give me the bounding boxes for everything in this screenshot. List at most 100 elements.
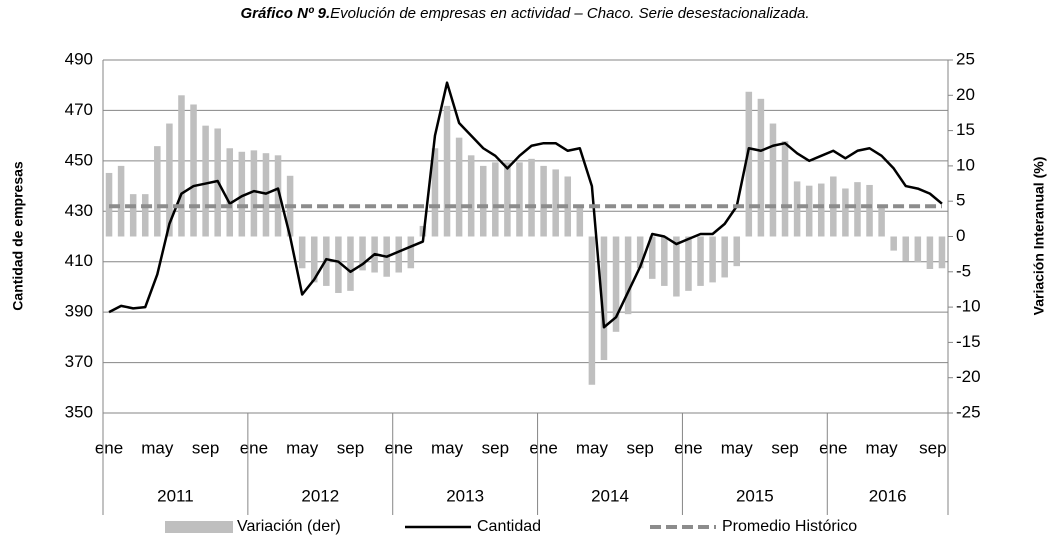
x-tick-label: sep	[919, 438, 946, 457]
bar	[528, 158, 535, 237]
y2-tick-label: -20	[956, 367, 981, 386]
title-prefix: Gráfico Nº 9.	[240, 5, 330, 22]
bar	[479, 165, 487, 237]
y-tick-label: 350	[65, 402, 93, 421]
x-tick-label: ene	[529, 438, 557, 457]
x-tick-label: may	[431, 438, 464, 457]
legend-swatch	[165, 521, 233, 533]
y-axis-label: Cantidad de empresas	[10, 161, 26, 311]
bar	[817, 183, 825, 237]
bar	[310, 236, 318, 283]
year-label: 2012	[301, 486, 339, 505]
bar	[890, 236, 897, 251]
y2-tick-label: -25	[956, 402, 981, 421]
x-tick-label: sep	[337, 438, 364, 457]
year-label: 2013	[446, 486, 484, 505]
bar	[673, 236, 680, 297]
title-text: Evolución de empresas en actividad – Cha…	[330, 5, 809, 22]
legend-label: Variación (der)	[237, 518, 341, 535]
y-tick-label: 430	[65, 201, 93, 220]
bar	[661, 236, 668, 286]
bar	[540, 165, 547, 237]
x-tick-label: ene	[240, 438, 268, 457]
y-tick-label: 370	[65, 352, 93, 371]
bar	[588, 236, 596, 385]
y-tick-label: 390	[65, 302, 93, 321]
bar	[757, 98, 765, 237]
bar	[238, 151, 246, 237]
bar	[793, 181, 801, 237]
y2-tick-label: 20	[956, 85, 975, 104]
y2-axis-label: Variación Interanual (%)	[1031, 157, 1047, 316]
x-tick-label: sep	[192, 438, 219, 457]
bar	[455, 137, 463, 237]
bar	[274, 155, 282, 237]
y-tick-label: 450	[65, 150, 93, 169]
bar	[612, 236, 620, 332]
bar	[697, 236, 704, 286]
y2-tick-label: 0	[956, 226, 965, 245]
x-tick-label: ene	[819, 438, 847, 457]
bar	[166, 123, 173, 237]
bar	[745, 91, 753, 237]
bar	[902, 236, 910, 262]
bar	[636, 236, 644, 269]
bar	[516, 162, 523, 237]
bar	[335, 236, 342, 293]
bar	[648, 236, 656, 279]
bar	[805, 185, 813, 237]
bar	[624, 236, 632, 315]
bar	[250, 150, 258, 237]
bar	[866, 184, 873, 237]
bar	[202, 125, 209, 237]
bar	[141, 194, 149, 237]
x-tick-label: may	[576, 438, 609, 457]
x-tick-label: sep	[482, 438, 509, 457]
y2-tick-label: 5	[956, 191, 965, 210]
legend-label: Promedio Histórico	[722, 518, 857, 535]
x-tick-label: may	[866, 438, 899, 457]
bar	[576, 204, 584, 237]
bar	[914, 236, 922, 262]
bar	[178, 95, 185, 237]
y2-tick-label: -10	[956, 297, 981, 316]
bar	[117, 165, 125, 237]
bar	[842, 188, 849, 237]
bar	[298, 236, 306, 269]
bar	[504, 162, 511, 237]
year-label: 2011	[157, 486, 194, 505]
bar	[721, 236, 728, 278]
year-label: 2014	[591, 486, 629, 505]
bar	[938, 236, 946, 269]
bar	[105, 172, 113, 237]
bar	[926, 236, 934, 269]
bar	[190, 104, 197, 237]
x-tick-label: ene	[674, 438, 702, 457]
bar	[733, 236, 741, 267]
x-tick-label: may	[721, 438, 754, 457]
bar	[878, 204, 885, 237]
y-tick-label: 470	[65, 100, 93, 119]
bar	[395, 236, 403, 273]
bar	[407, 236, 415, 269]
y-tick-label: 490	[65, 49, 93, 68]
bar	[709, 236, 716, 283]
y2-tick-label: -15	[956, 332, 981, 351]
y2-tick-label: 25	[956, 49, 975, 68]
bar	[769, 123, 777, 237]
bar	[492, 162, 499, 237]
bar	[467, 155, 475, 237]
x-tick-label: ene	[95, 438, 123, 457]
y2-tick-label: 10	[956, 155, 975, 174]
x-tick-label: may	[141, 438, 174, 457]
year-label: 2015	[736, 486, 774, 505]
legend-label: Cantidad	[477, 518, 541, 535]
bar	[854, 182, 861, 237]
bar	[781, 141, 789, 237]
bar	[347, 236, 354, 291]
x-tick-label: sep	[626, 438, 653, 457]
y-tick-label: 410	[65, 251, 93, 270]
x-tick-label: ene	[385, 438, 413, 457]
y2-tick-label: 15	[956, 120, 975, 139]
